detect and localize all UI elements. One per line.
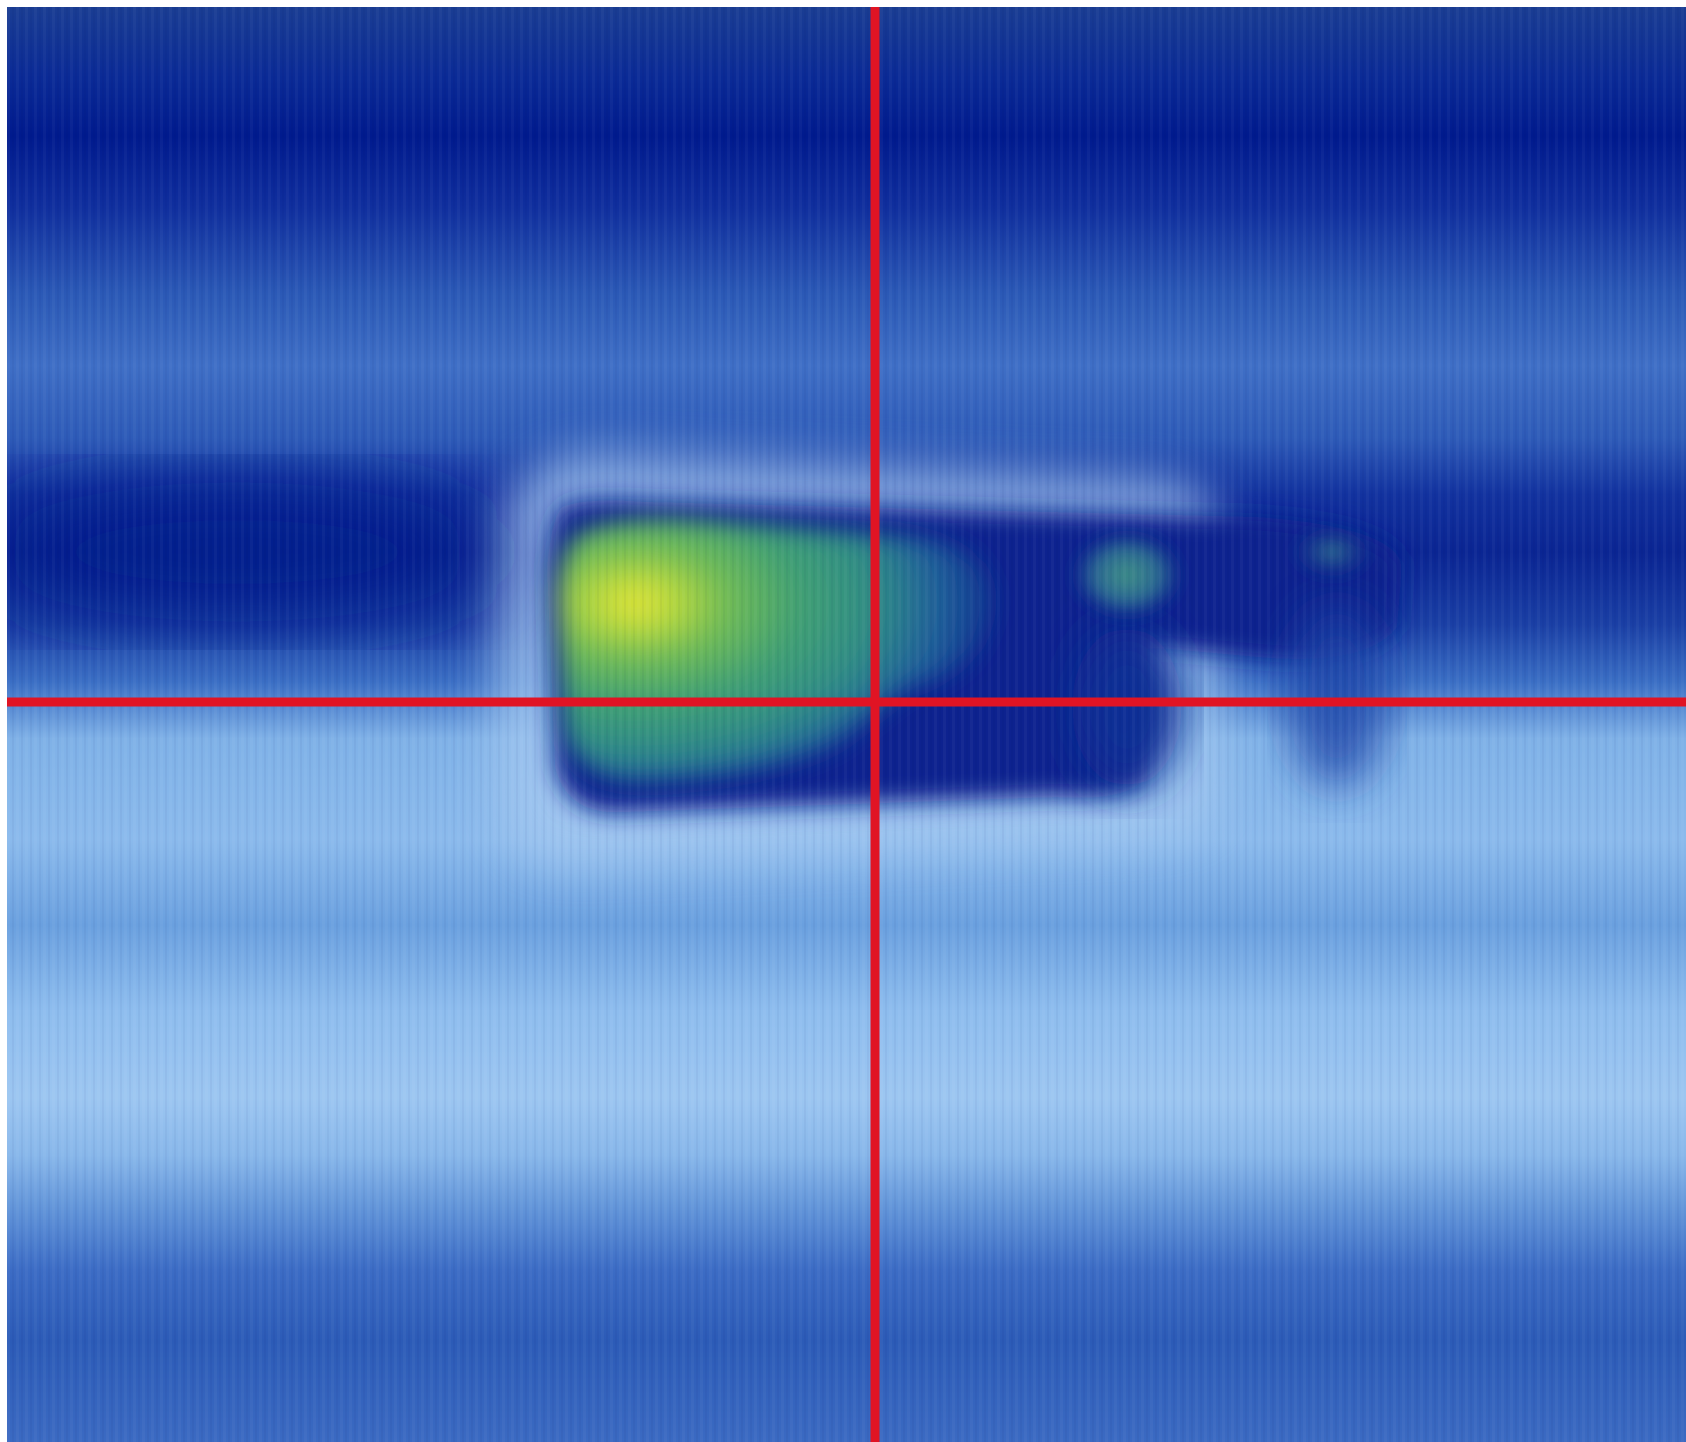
heatmap-image	[7, 7, 1686, 1442]
heatmap-frame	[7, 7, 1686, 1442]
streak-texture	[7, 7, 1686, 1442]
